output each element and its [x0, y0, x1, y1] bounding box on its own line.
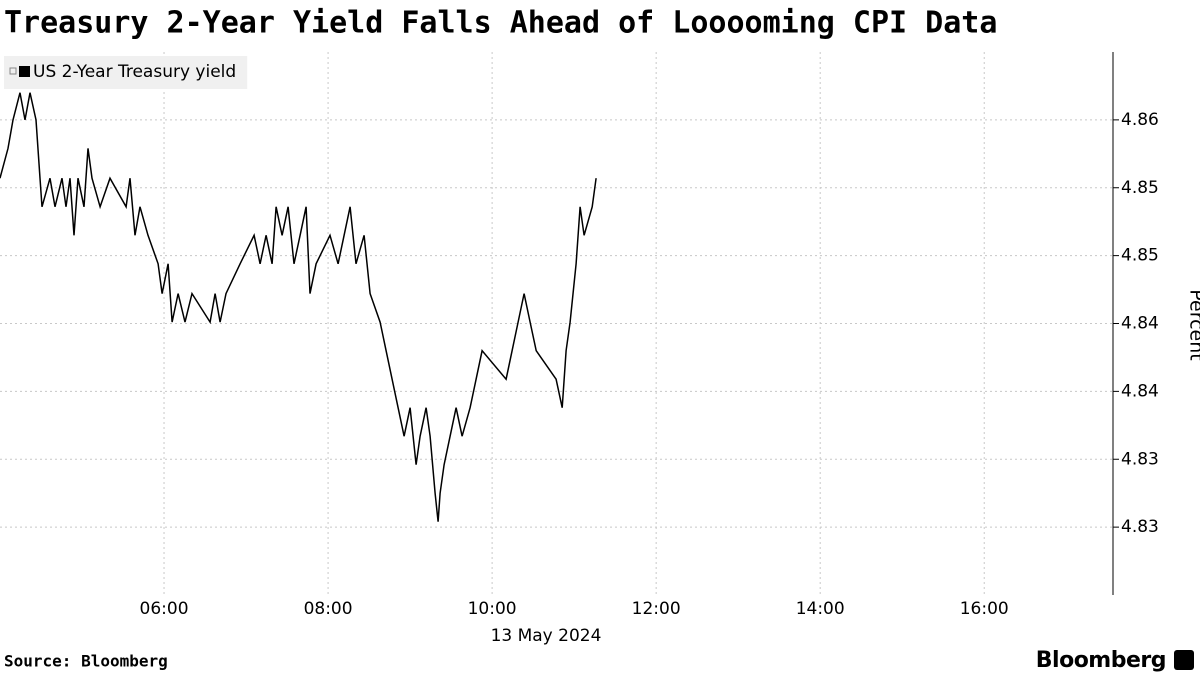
- y-tick-label: 4.83: [1121, 517, 1159, 537]
- y-tick-label: 4.85: [1121, 178, 1159, 198]
- x-tick-label: 14:00: [796, 599, 845, 619]
- brand-icon: [1174, 650, 1194, 670]
- y-tick-label: 4.84: [1121, 314, 1159, 334]
- brand: Bloomberg: [1036, 648, 1166, 673]
- legend-label: US 2-Year Treasury yield: [33, 62, 236, 82]
- x-tick-label: 12:00: [632, 599, 681, 619]
- x-tick-label: 16:00: [960, 599, 1009, 619]
- y-tick-label: 4.86: [1121, 110, 1159, 130]
- legend: US 2-Year Treasury yield: [4, 56, 248, 89]
- date-label: 13 May 2024: [491, 626, 602, 646]
- chart-title: Treasury 2-Year Yield Falls Ahead of Loo…: [4, 6, 997, 41]
- x-tick-label: 08:00: [304, 599, 353, 619]
- x-tick-label: 06:00: [140, 599, 189, 619]
- legend-icon: [9, 67, 17, 75]
- y-tick-label: 4.83: [1121, 449, 1159, 469]
- legend-box: [4, 56, 248, 89]
- y-tick-label: 4.84: [1121, 381, 1159, 401]
- line: [0, 92, 597, 522]
- y-tick-label: 4.85: [1121, 246, 1159, 266]
- x-tick-label: 10:00: [468, 599, 517, 619]
- y-axis-label: Percent: [1186, 289, 1200, 361]
- source: Source: Bloomberg: [4, 652, 168, 671]
- legend-swatch: [19, 66, 30, 77]
